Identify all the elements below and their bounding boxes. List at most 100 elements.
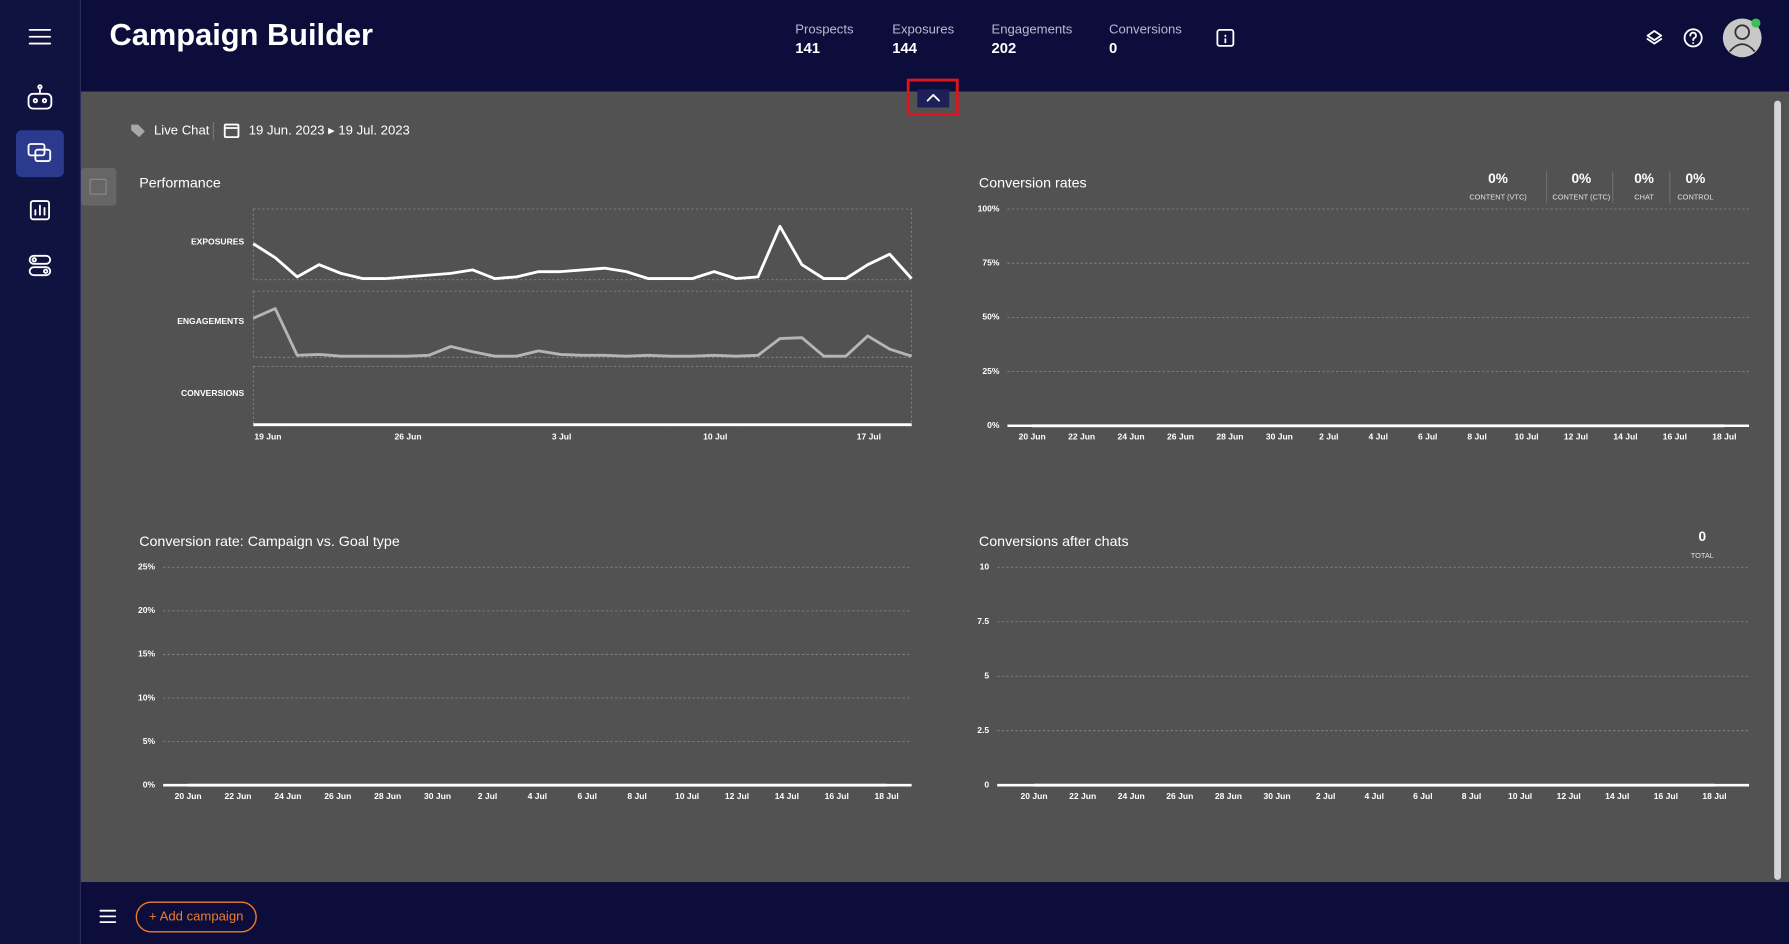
- x-tick-label: 12 Jul: [725, 791, 749, 801]
- y-tick-label: 25%: [982, 366, 1000, 376]
- summary-label: CONTENT (VTC): [1469, 193, 1526, 202]
- calendar-icon: [223, 123, 240, 139]
- x-tick-label: 6 Jul: [1413, 791, 1432, 801]
- chart-title: Performance: [139, 176, 221, 192]
- x-tick-label: 28 Jun: [1216, 431, 1243, 441]
- summary-value: 0%: [1686, 171, 1706, 186]
- x-tick-label: 12 Jul: [1564, 431, 1588, 441]
- stat-label: Conversions: [1109, 21, 1182, 36]
- add-campaign-button[interactable]: [135, 901, 257, 933]
- highlight-box: [906, 78, 959, 116]
- x-tick-label: 8 Jul: [1462, 791, 1481, 801]
- y-tick-label: 75%: [982, 257, 1000, 267]
- collapse-button[interactable]: [917, 89, 950, 108]
- summary-value: 0%: [1571, 171, 1591, 186]
- help-icon[interactable]: [1683, 28, 1703, 48]
- x-tick-label: 18 Jul: [875, 791, 899, 801]
- avatar[interactable]: [1722, 18, 1762, 58]
- plot-frame: [252, 290, 913, 358]
- y-tick-label: 0%: [987, 420, 1000, 430]
- x-tick-label: 22 Jun: [224, 791, 251, 801]
- x-tick-label: 2 Jul: [1319, 431, 1338, 441]
- y-tick-label: 20%: [138, 605, 156, 615]
- stat-value: 144: [892, 41, 917, 57]
- x-tick-label: 14 Jul: [1613, 431, 1637, 441]
- x-tick-label: 30 Jun: [1266, 431, 1293, 441]
- y-tick-label: 15%: [138, 649, 156, 659]
- x-tick-label: 10 Jul: [703, 431, 727, 441]
- side-tab[interactable]: [81, 167, 117, 206]
- x-tick-label: 14 Jul: [1605, 791, 1629, 801]
- x-tick-label: 20 Jun: [175, 791, 202, 801]
- side-tab-icon: [89, 178, 107, 195]
- settings-icon[interactable]: [28, 254, 52, 277]
- x-tick-label: 14 Jul: [775, 791, 799, 801]
- x-tick-label: 22 Jun: [1068, 431, 1095, 441]
- active-nav[interactable]: [15, 130, 64, 178]
- series-label: CONVERSIONS: [181, 388, 244, 398]
- summary-value: 0: [1698, 529, 1706, 544]
- date-range[interactable]: 19 Jun. 2023 ▸ 19 Jul. 2023: [249, 122, 410, 137]
- channel-filter[interactable]: Live Chat: [154, 122, 210, 137]
- summary-label: CHAT: [1634, 193, 1654, 202]
- chart-title: Conversion rate: Campaign vs. Goal type: [139, 534, 400, 550]
- stats: Prospects 141 Exposures 144 Engagements 202 Co…: [795, 21, 1182, 57]
- y-tick-label: 50%: [982, 312, 1000, 322]
- x-tick-label: 19 Jun: [254, 431, 281, 441]
- y-tick-label: 5: [984, 670, 989, 680]
- x-tick-label: 24 Jun: [1118, 791, 1145, 801]
- add-campaign-label: + Add campaign: [149, 908, 243, 923]
- x-tick-label: 26 Jun: [1166, 791, 1193, 801]
- series-label: EXPOSURES: [191, 236, 244, 246]
- x-tick-label: 20 Jun: [1019, 431, 1046, 441]
- y-tick-label: 2.5: [977, 725, 989, 735]
- plot-frame: [252, 208, 913, 281]
- reports-icon[interactable]: [29, 200, 50, 221]
- charts: Performance EXPOSURES ENGAGEMENTS CONVERSIO…: [138, 171, 1750, 801]
- x-tick-label: 17 Jul: [857, 431, 881, 441]
- stat-label: Engagements: [991, 21, 1072, 36]
- x-tick-label: 10 Jul: [1514, 431, 1538, 441]
- y-tick-label: 10%: [138, 692, 156, 702]
- x-tick-label: 30 Jun: [424, 791, 451, 801]
- y-tick-label: 0%: [143, 779, 156, 789]
- stat-label: Prospects: [795, 21, 854, 36]
- menu-icon[interactable]: [28, 28, 52, 45]
- x-tick-label: 8 Jul: [1467, 431, 1486, 441]
- y-tick-label: 10: [980, 562, 990, 572]
- x-tick-label: 28 Jun: [1215, 791, 1242, 801]
- summary-label: CONTROL: [1677, 193, 1713, 202]
- scrollbar[interactable]: [1774, 100, 1782, 880]
- x-tick-label: 16 Jul: [1654, 791, 1678, 801]
- summary-label: CONTENT (CTC): [1552, 193, 1610, 202]
- bot-icon[interactable]: [27, 84, 53, 110]
- stat-value: 141: [795, 41, 820, 57]
- x-tick-label: 4 Jul: [1365, 791, 1384, 801]
- series-line: [252, 224, 913, 281]
- stat-value: 202: [991, 41, 1016, 57]
- info-icon[interactable]: [1216, 28, 1235, 47]
- x-tick-label: 18 Jul: [1712, 431, 1736, 441]
- x-tick-label: 2 Jul: [1316, 791, 1335, 801]
- summary-value: 0%: [1488, 171, 1508, 186]
- x-tick-label: 4 Jul: [1369, 431, 1388, 441]
- x-tick-label: 10 Jul: [675, 791, 699, 801]
- x-tick-label: 24 Jun: [1118, 431, 1145, 441]
- chart-title: Conversion rates: [979, 176, 1087, 192]
- summary-label: TOTAL: [1691, 551, 1714, 560]
- x-tick-label: 6 Jul: [578, 791, 597, 801]
- x-tick-label: 18 Jul: [1702, 791, 1726, 801]
- x-tick-label: 4 Jul: [528, 791, 547, 801]
- footer-menu[interactable]: [99, 909, 117, 924]
- series-label: ENGAGEMENTS: [177, 316, 244, 326]
- series-line: [252, 307, 913, 358]
- x-tick-label: 20 Jun: [1020, 791, 1047, 801]
- stat-value: 0: [1109, 41, 1117, 57]
- layers-icon[interactable]: [1646, 30, 1663, 45]
- summary-value: 0%: [1634, 171, 1654, 186]
- x-tick-label: 26 Jun: [1167, 431, 1194, 441]
- y-tick-label: 100%: [978, 203, 1000, 213]
- chart-title: Conversions after chats: [979, 534, 1129, 550]
